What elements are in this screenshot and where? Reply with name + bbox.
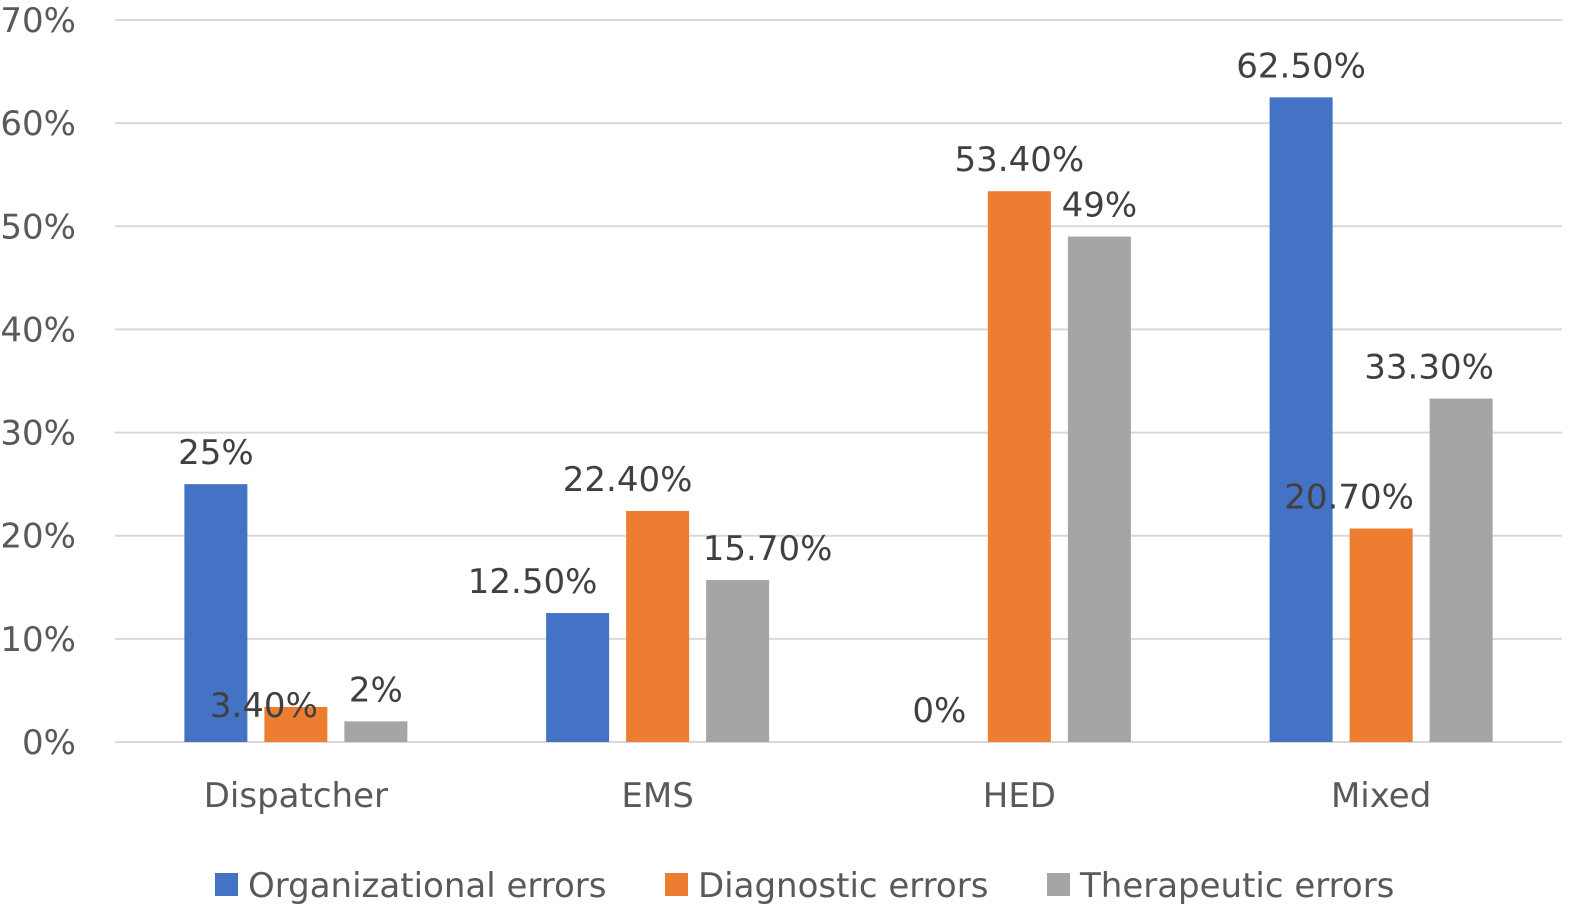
- legend-label: Diagnostic errors: [698, 866, 988, 906]
- bar-organizational-errors-mixed: [1269, 97, 1333, 743]
- data-label: 0%: [912, 691, 966, 731]
- bar-therapeutic-errors-dispatcher: [344, 721, 408, 742]
- x-axis-categories: Dispatcher EMS HED Mixed: [204, 776, 1432, 816]
- data-label: 25%: [178, 433, 254, 473]
- y-tick-label: 70%: [0, 1, 76, 41]
- data-label: 12.50%: [468, 562, 598, 602]
- category-label-ems: EMS: [621, 776, 693, 816]
- data-labels: 25% 3.40% 2% 12.50% 22.40%15.70% 0% 53.40% 49% 6…: [178, 46, 1494, 731]
- data-label: 49%: [1062, 186, 1138, 226]
- data-label: 20.70%: [1284, 477, 1414, 517]
- data-label: 22.40%: [563, 460, 693, 500]
- data-label: 53.40%: [955, 140, 1085, 180]
- y-axis-ticks: 0% 10% 20% 30% 40% 50% 60% 70%: [0, 1, 76, 763]
- bar-organizational-errors-dispatcher: [184, 484, 248, 742]
- legend-swatch: [1047, 873, 1070, 896]
- y-tick-label: 10%: [0, 620, 76, 660]
- bar-organizational-errors-ems: [546, 613, 610, 742]
- bars: [184, 97, 1493, 743]
- data-label: 15.70%: [703, 529, 833, 569]
- bar-therapeutic-errors-mixed: [1429, 398, 1493, 742]
- legend-swatch: [215, 873, 238, 896]
- y-tick-label: 50%: [0, 207, 76, 247]
- legend-label: Organizational errors: [248, 866, 606, 906]
- y-tick-label: 0%: [22, 723, 76, 763]
- bar-therapeutic-errors-hed: [1067, 236, 1131, 742]
- y-tick-label: 40%: [0, 310, 76, 350]
- legend-label: Therapeutic errors: [1079, 866, 1394, 906]
- legend: Organizational errors Diagnostic errors Th…: [215, 866, 1394, 906]
- category-label-hed: HED: [983, 776, 1056, 816]
- y-tick-label: 20%: [0, 517, 76, 557]
- y-tick-label: 30%: [0, 414, 76, 454]
- category-label-mixed: Mixed: [1331, 776, 1431, 816]
- data-label: 33.30%: [1364, 348, 1494, 388]
- bar-therapeutic-errors-ems: [706, 580, 770, 742]
- data-label: 3.40%: [210, 686, 318, 726]
- gridlines: [115, 19, 1562, 743]
- legend-swatch: [665, 873, 688, 896]
- bar-diagnostic-errors-mixed: [1349, 528, 1413, 742]
- y-tick-label: 60%: [0, 104, 76, 144]
- category-label-dispatcher: Dispatcher: [204, 776, 388, 816]
- data-label: 62.50%: [1236, 46, 1366, 86]
- data-label: 2%: [349, 670, 403, 710]
- bar-diagnostic-errors-ems: [626, 510, 690, 742]
- bar-diagnostic-errors-hed: [987, 191, 1051, 742]
- bar-diagnostic-errors-dispatcher: [264, 706, 328, 742]
